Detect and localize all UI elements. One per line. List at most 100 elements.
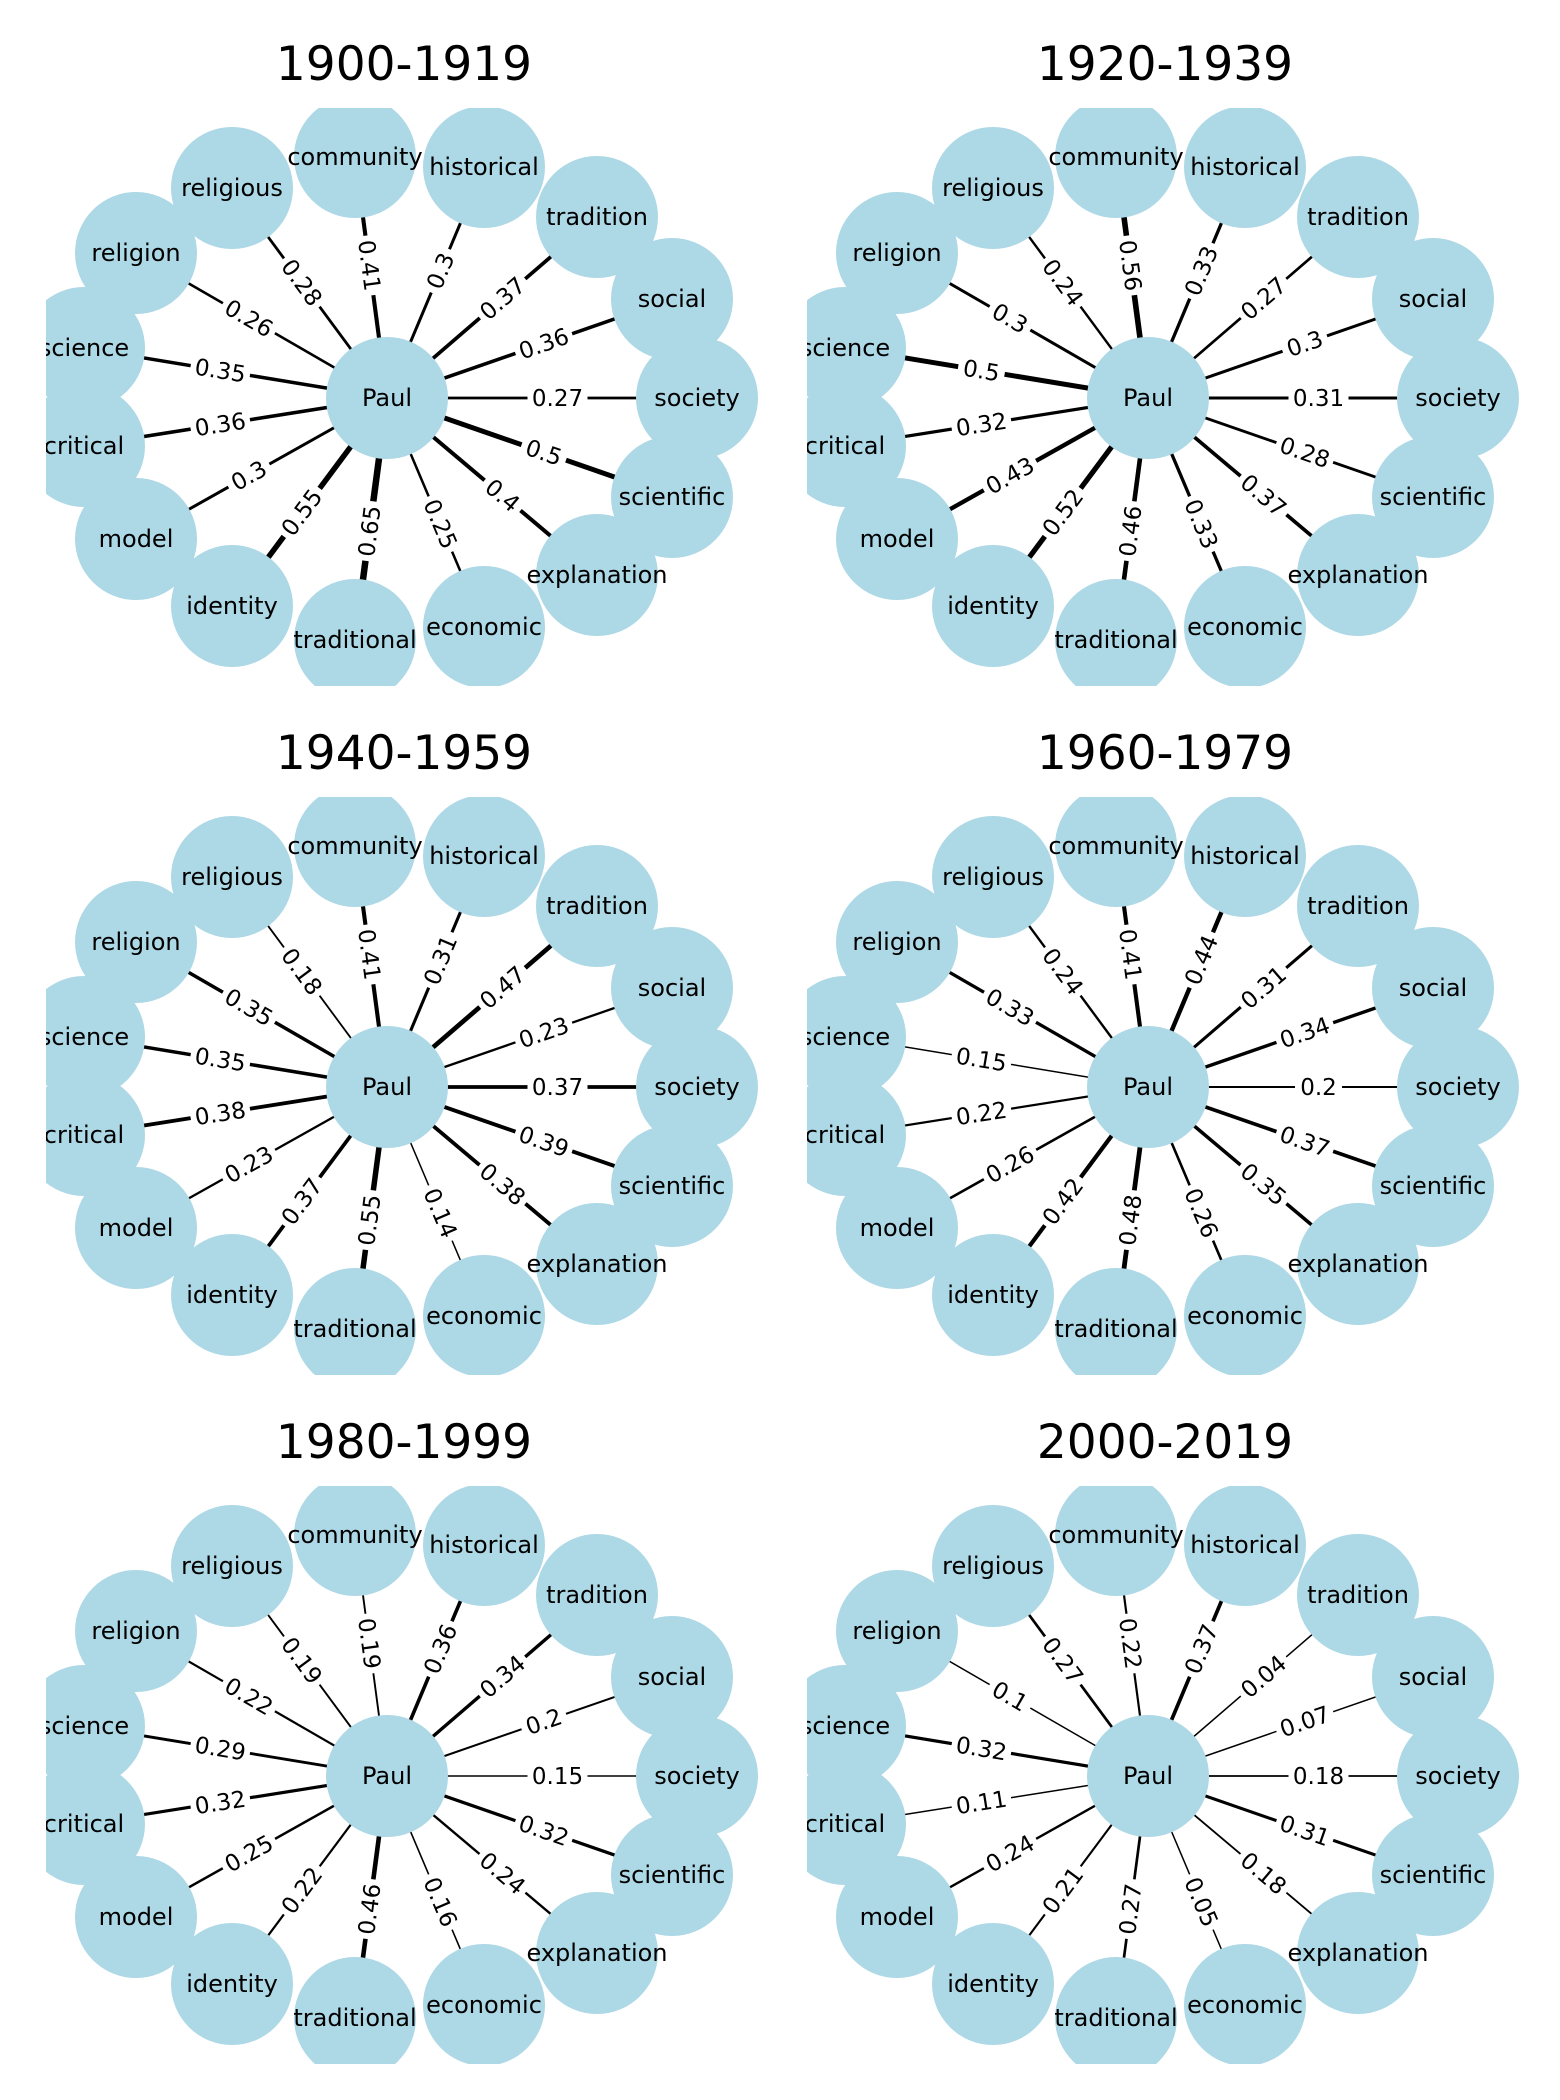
node-science: science bbox=[46, 287, 145, 409]
svg-text:model: model bbox=[860, 1903, 935, 1931]
svg-text:science: science bbox=[800, 334, 890, 362]
svg-text:economic: economic bbox=[1187, 1991, 1303, 2019]
node-traditional: traditional bbox=[1054, 579, 1178, 686]
svg-text:0.46: 0.46 bbox=[354, 1882, 386, 1936]
svg-text:0.07: 0.07 bbox=[1277, 1702, 1334, 1743]
node-social: social bbox=[1372, 927, 1494, 1049]
svg-text:0.32: 0.32 bbox=[954, 409, 1009, 443]
svg-text:economic: economic bbox=[1187, 1302, 1303, 1330]
svg-text:model: model bbox=[99, 1903, 174, 1931]
node-economic: economic bbox=[423, 566, 545, 686]
svg-text:religious: religious bbox=[942, 174, 1044, 202]
svg-text:traditional: traditional bbox=[293, 1315, 416, 1343]
node-social: social bbox=[1372, 238, 1494, 360]
svg-text:critical: critical bbox=[805, 1810, 885, 1838]
svg-text:community: community bbox=[287, 1521, 422, 1549]
svg-text:religious: religious bbox=[942, 863, 1044, 891]
svg-text:social: social bbox=[1399, 285, 1467, 313]
svg-text:0.41: 0.41 bbox=[352, 238, 385, 292]
edge-weight-model: 0.25 bbox=[216, 1827, 282, 1880]
svg-text:0.14: 0.14 bbox=[418, 1185, 462, 1242]
svg-text:explanation: explanation bbox=[526, 561, 667, 589]
node-historical: historical bbox=[423, 1486, 545, 1606]
node-religion: religion bbox=[75, 192, 197, 314]
edge-weight-historical: 0.44 bbox=[1177, 927, 1225, 993]
node-paul: Paul bbox=[326, 337, 448, 459]
node-identity: identity bbox=[932, 545, 1054, 667]
svg-text:scientific: scientific bbox=[1380, 483, 1487, 511]
edge-weight-historical: 0.33 bbox=[1177, 238, 1225, 304]
node-community: community bbox=[1048, 797, 1184, 907]
svg-text:0.39: 0.39 bbox=[515, 1122, 572, 1163]
svg-text:0.31: 0.31 bbox=[1276, 1811, 1333, 1852]
node-model: model bbox=[836, 1856, 958, 1978]
svg-text:0.22: 0.22 bbox=[1113, 1617, 1146, 1671]
svg-text:economic: economic bbox=[1187, 613, 1303, 641]
svg-text:science: science bbox=[39, 1023, 129, 1051]
svg-text:society: society bbox=[1415, 384, 1500, 412]
node-historical: historical bbox=[423, 108, 545, 228]
svg-text:0.41: 0.41 bbox=[1113, 928, 1146, 982]
edge-weight-critical: 0.38 bbox=[188, 1095, 252, 1131]
edge-weight-social: 0.34 bbox=[1272, 1010, 1338, 1055]
svg-text:0.32: 0.32 bbox=[193, 1787, 248, 1821]
svg-text:Paul: Paul bbox=[1123, 1762, 1173, 1790]
node-society: society bbox=[1397, 1026, 1519, 1148]
node-religious: religious bbox=[932, 816, 1054, 938]
node-paul: Paul bbox=[326, 1715, 448, 1837]
svg-text:0.33: 0.33 bbox=[1178, 496, 1222, 553]
svg-text:0.34: 0.34 bbox=[1277, 1013, 1334, 1054]
svg-text:tradition: tradition bbox=[1307, 203, 1409, 231]
svg-text:tradition: tradition bbox=[546, 892, 648, 920]
svg-text:0.37: 0.37 bbox=[1276, 1122, 1333, 1163]
svg-text:religion: religion bbox=[852, 928, 941, 956]
edge-weight-religion: 0.35 bbox=[216, 981, 282, 1034]
node-scientific: scientific bbox=[611, 1125, 733, 1247]
edge-weight-traditional: 0.27 bbox=[1113, 1877, 1148, 1941]
svg-text:critical: critical bbox=[805, 1121, 885, 1149]
node-society: society bbox=[1397, 1715, 1519, 1837]
svg-text:0.27: 0.27 bbox=[532, 386, 583, 412]
svg-text:tradition: tradition bbox=[1307, 892, 1409, 920]
edge-weight-traditional: 0.55 bbox=[352, 1188, 387, 1252]
svg-text:0.32: 0.32 bbox=[515, 1811, 572, 1852]
svg-text:society: society bbox=[654, 384, 739, 412]
edge-weight-society: 0.37 bbox=[527, 1074, 588, 1101]
svg-text:Paul: Paul bbox=[1123, 384, 1173, 412]
edge-weight-critical: 0.11 bbox=[949, 1784, 1014, 1820]
edge-weight-science: 0.32 bbox=[949, 1730, 1014, 1766]
edge-weight-religion: 0.1 bbox=[983, 1673, 1037, 1720]
svg-text:Paul: Paul bbox=[362, 384, 412, 412]
node-religion: religion bbox=[836, 881, 958, 1003]
edge-weight-religious: 0.24 bbox=[1034, 250, 1092, 315]
node-identity: identity bbox=[932, 1234, 1054, 1356]
svg-text:tradition: tradition bbox=[1307, 1581, 1409, 1609]
node-traditional: traditional bbox=[1054, 1957, 1178, 2064]
node-critical: critical bbox=[46, 1074, 145, 1196]
node-economic: economic bbox=[1184, 1255, 1306, 1375]
svg-text:Paul: Paul bbox=[1123, 1073, 1173, 1101]
svg-text:historical: historical bbox=[429, 1531, 539, 1559]
svg-text:0.33: 0.33 bbox=[1180, 243, 1224, 300]
panel-title: 1960-1979 bbox=[1037, 726, 1293, 781]
svg-text:0.31: 0.31 bbox=[419, 932, 463, 989]
node-model: model bbox=[836, 478, 958, 600]
svg-text:0.18: 0.18 bbox=[1293, 1764, 1344, 1790]
edge-weight-economic: 0.33 bbox=[1177, 491, 1225, 557]
edge-weight-identity: 0.42 bbox=[1034, 1169, 1092, 1234]
node-scientific: scientific bbox=[611, 436, 733, 558]
svg-text:0.28: 0.28 bbox=[1276, 433, 1333, 474]
edge-weight-society: 0.18 bbox=[1288, 1763, 1349, 1790]
edge-weight-science: 0.5 bbox=[956, 353, 1007, 387]
node-scientific: scientific bbox=[611, 1814, 733, 1936]
edge-weight-religious: 0.19 bbox=[273, 1628, 331, 1693]
edge-weight-historical: 0.3 bbox=[419, 244, 462, 298]
edge-weight-social: 0.07 bbox=[1272, 1699, 1338, 1744]
node-explanation: explanation bbox=[526, 514, 668, 636]
svg-text:0.15: 0.15 bbox=[954, 1043, 1009, 1077]
node-model: model bbox=[75, 1856, 197, 1978]
edge-weight-tradition: 0.04 bbox=[1232, 1647, 1295, 1706]
edge-weight-religious: 0.24 bbox=[1034, 939, 1092, 1004]
svg-text:social: social bbox=[638, 974, 706, 1002]
